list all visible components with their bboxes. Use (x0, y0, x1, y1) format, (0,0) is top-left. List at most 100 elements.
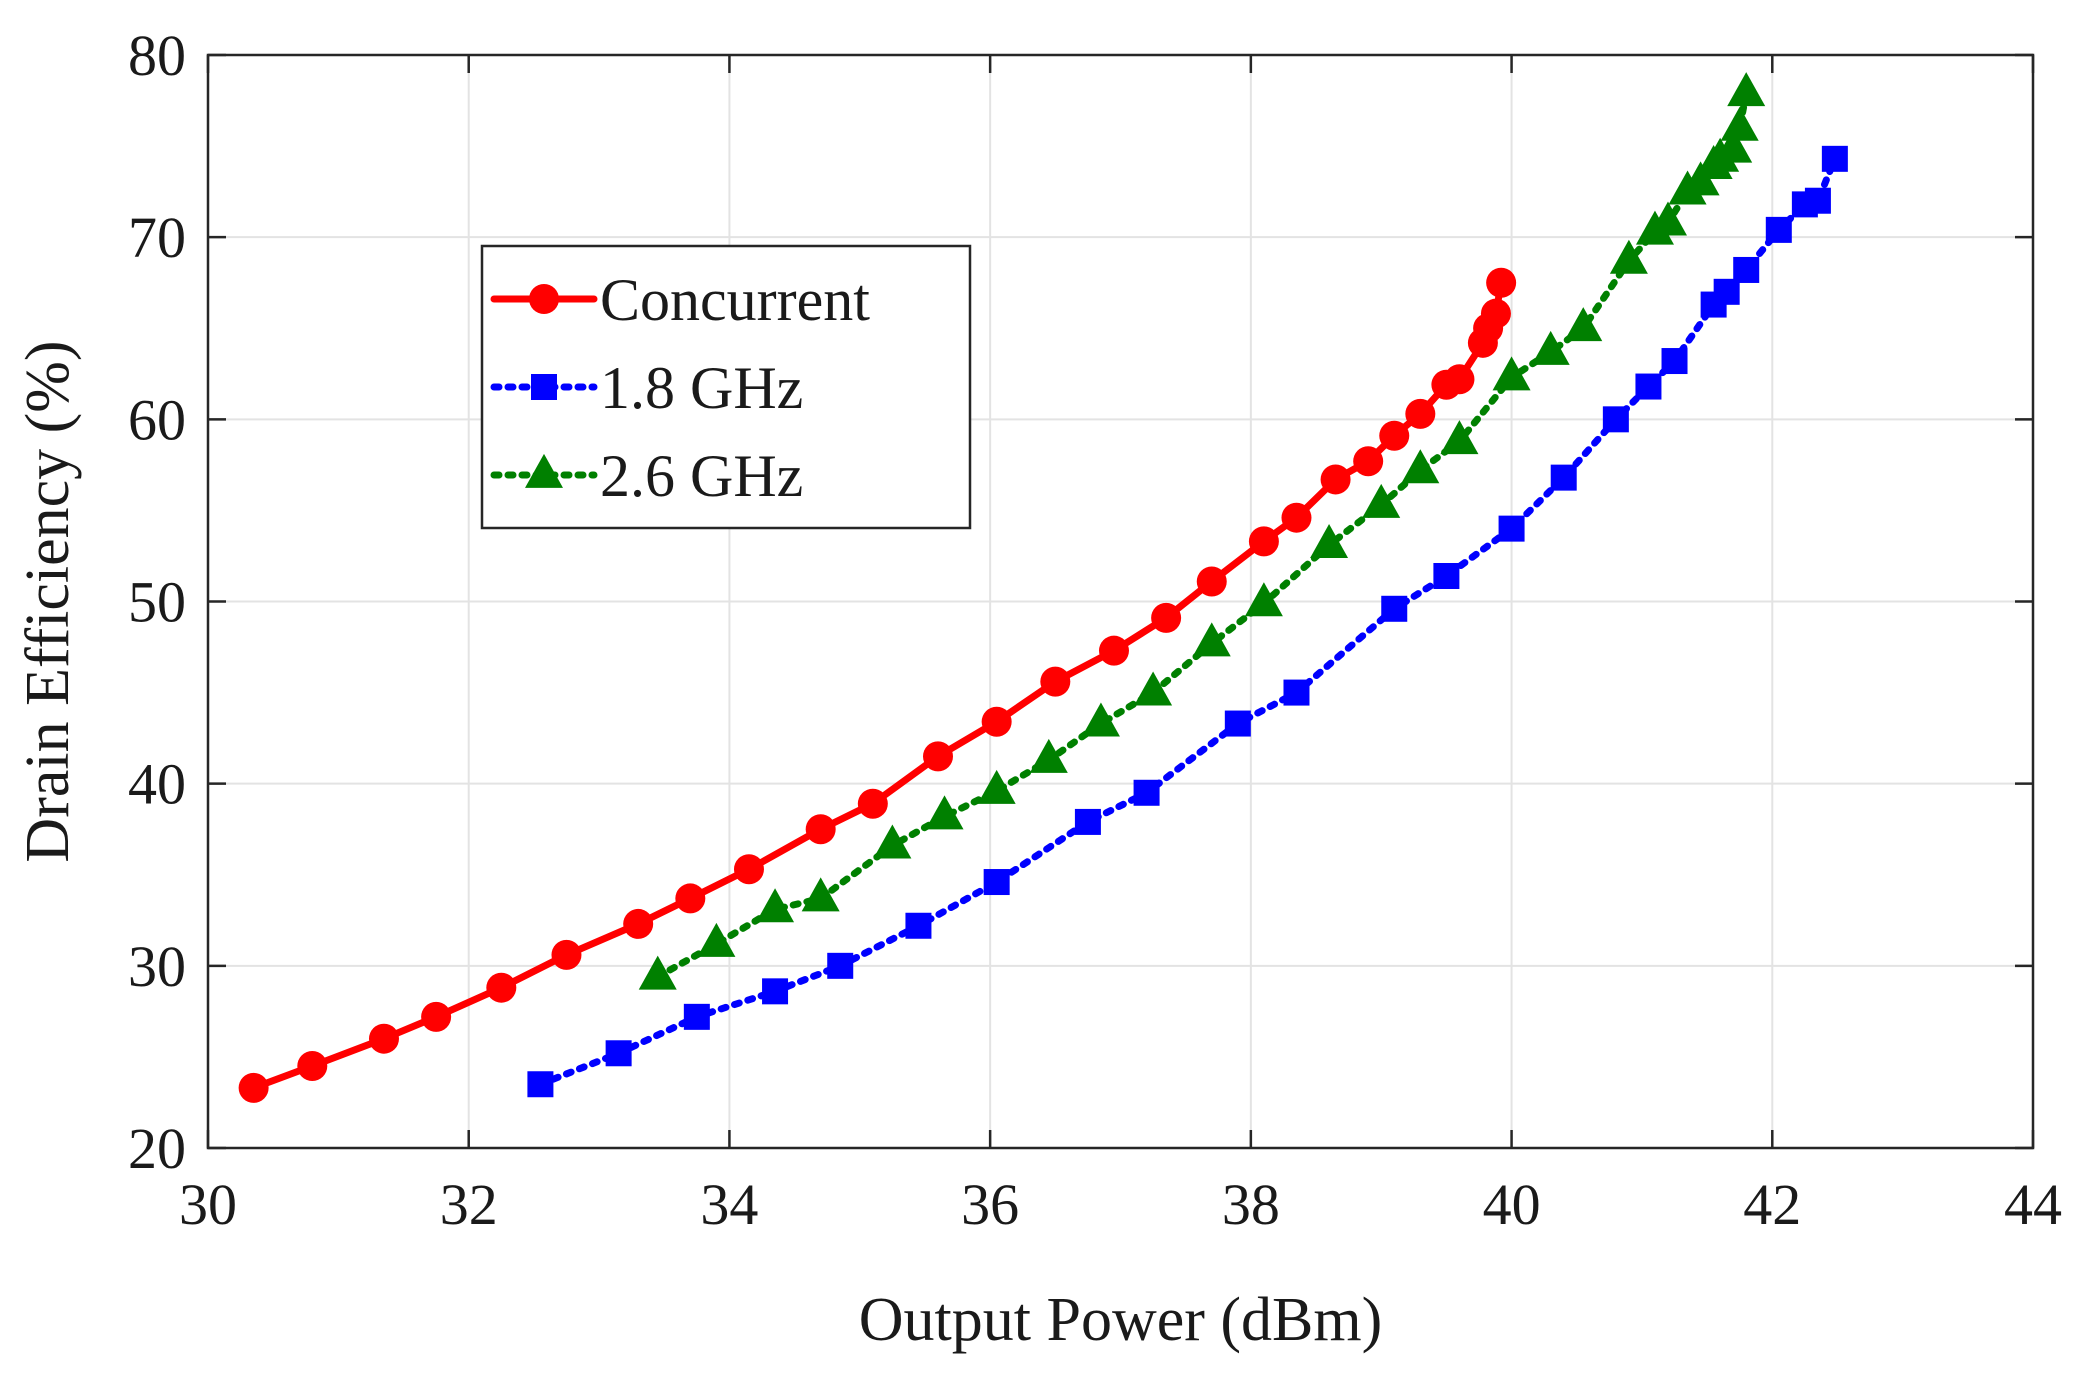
data-point-concurrent (238, 1072, 269, 1103)
data-point-2-6-ghz (1727, 72, 1766, 107)
data-point-concurrent (486, 972, 517, 1003)
data-point-2-6-ghz (1492, 356, 1531, 391)
data-point-2-6-ghz (925, 795, 964, 830)
y-tick-label: 40 (128, 752, 186, 817)
y-axis-label: Drain Efficiency (%) (14, 340, 82, 862)
data-point-2-6-ghz (756, 888, 795, 923)
data-point-2-6-ghz (1081, 702, 1120, 737)
data-point-concurrent (1480, 298, 1511, 329)
data-point-1-8-ghz (1433, 562, 1460, 589)
data-point-concurrent (1486, 267, 1517, 298)
data-point-concurrent (1151, 602, 1182, 633)
data-point-concurrent (733, 854, 764, 885)
data-point-concurrent (623, 908, 654, 939)
data-point-2-6-ghz (638, 955, 677, 990)
legend-item-2-6-ghz: 2.6 GHz (490, 443, 803, 509)
data-point-concurrent (1040, 666, 1071, 697)
data-point-2-6-ghz (1564, 307, 1603, 342)
y-tick-label: 20 (128, 1116, 186, 1181)
data-point-2-6-ghz (1192, 622, 1231, 657)
x-tick-label: 44 (2004, 1172, 2062, 1237)
y-tick-label: 50 (128, 570, 186, 635)
x-tick-label: 38 (1222, 1172, 1280, 1237)
data-point-2-6-ghz (1134, 671, 1173, 706)
data-point-concurrent (1353, 446, 1384, 477)
data-point-concurrent (368, 1023, 399, 1054)
data-point-concurrent (297, 1051, 328, 1082)
legend-label-2-6-ghz: 2.6 GHz (600, 443, 803, 509)
data-point-concurrent (421, 1001, 452, 1032)
data-point-concurrent (1444, 364, 1475, 395)
data-point-2-6-ghz (801, 877, 840, 912)
data-point-1-8-ghz (605, 1040, 632, 1067)
legend-marker-2-6-ghz (525, 453, 563, 488)
legend: Concurrent 1.8 GHz 2.6 GHz (480, 244, 972, 530)
data-point-1-8-ghz (683, 1003, 710, 1030)
data-point-concurrent (1098, 635, 1129, 666)
data-point-concurrent (675, 883, 706, 914)
legend-item-concurrent: Concurrent (490, 267, 870, 333)
x-tick-label: 42 (1743, 1172, 1801, 1237)
legend-marker-concurrent (529, 284, 559, 314)
data-point-2-6-ghz (1244, 582, 1283, 617)
legend-item-1-8-ghz: 1.8 GHz (490, 355, 803, 421)
data-point-concurrent (1196, 566, 1227, 597)
data-point-1-8-ghz (762, 978, 789, 1005)
data-point-1-8-ghz (1283, 679, 1310, 706)
series-concurrent (238, 267, 1517, 1103)
series-2-6-ghz (638, 72, 1766, 990)
data-point-1-8-ghz (983, 869, 1010, 896)
data-point-1-8-ghz (1804, 187, 1831, 214)
data-point-1-8-ghz (1821, 145, 1848, 172)
data-point-1-8-ghz (527, 1071, 554, 1098)
y-tick-label: 70 (128, 205, 186, 270)
data-point-1-8-ghz (1133, 779, 1160, 806)
x-tick-label: 32 (440, 1172, 498, 1237)
data-point-1-8-ghz (1498, 515, 1525, 542)
series-layer (238, 72, 1848, 1103)
data-point-2-6-ghz (1401, 449, 1440, 484)
data-point-2-6-ghz (1649, 201, 1687, 236)
data-point-2-6-ghz (697, 922, 736, 957)
data-point-2-6-ghz (1310, 523, 1349, 558)
data-point-concurrent (1320, 464, 1351, 495)
y-tick-label: 60 (128, 387, 186, 452)
data-point-1-8-ghz (1224, 710, 1251, 737)
data-point-concurrent (1281, 502, 1312, 533)
y-tick-label: 80 (128, 23, 186, 88)
data-point-1-8-ghz (1713, 278, 1740, 305)
data-point-1-8-ghz (1381, 595, 1408, 622)
x-tick-label: 34 (700, 1172, 758, 1237)
data-point-1-8-ghz (827, 952, 854, 979)
data-point-2-6-ghz (1531, 330, 1570, 365)
legend-marker-1-8-ghz (531, 374, 557, 400)
y-tick-label: 30 (128, 934, 186, 999)
data-point-2-6-ghz (1609, 239, 1648, 274)
data-point-concurrent (551, 939, 582, 970)
data-point-2-6-ghz (1362, 483, 1401, 518)
legend-label-concurrent: Concurrent (600, 267, 870, 333)
data-point-2-6-ghz (1720, 106, 1759, 141)
data-point-concurrent (1379, 420, 1410, 451)
x-axis-label: Output Power (dBm) (859, 1286, 1383, 1354)
data-point-2-6-ghz (1714, 128, 1753, 163)
data-point-concurrent (1405, 398, 1436, 429)
data-point-2-6-ghz (1029, 738, 1068, 773)
data-point-2-6-ghz (977, 769, 1016, 804)
data-point-2-6-ghz (1440, 420, 1479, 455)
data-point-concurrent (981, 706, 1012, 737)
data-point-concurrent (923, 741, 953, 772)
data-point-2-6-ghz (873, 824, 912, 859)
data-point-concurrent (857, 788, 888, 819)
data-point-concurrent (805, 814, 836, 845)
data-point-1-8-ghz (1765, 216, 1792, 243)
legend-label-1-8-ghz: 1.8 GHz (600, 355, 803, 421)
x-tick-label: 30 (179, 1172, 237, 1237)
data-point-1-8-ghz (1074, 808, 1101, 835)
series-1-8-ghz (527, 145, 1848, 1098)
data-point-1-8-ghz (1602, 406, 1629, 433)
x-tick-label: 36 (961, 1172, 1019, 1237)
